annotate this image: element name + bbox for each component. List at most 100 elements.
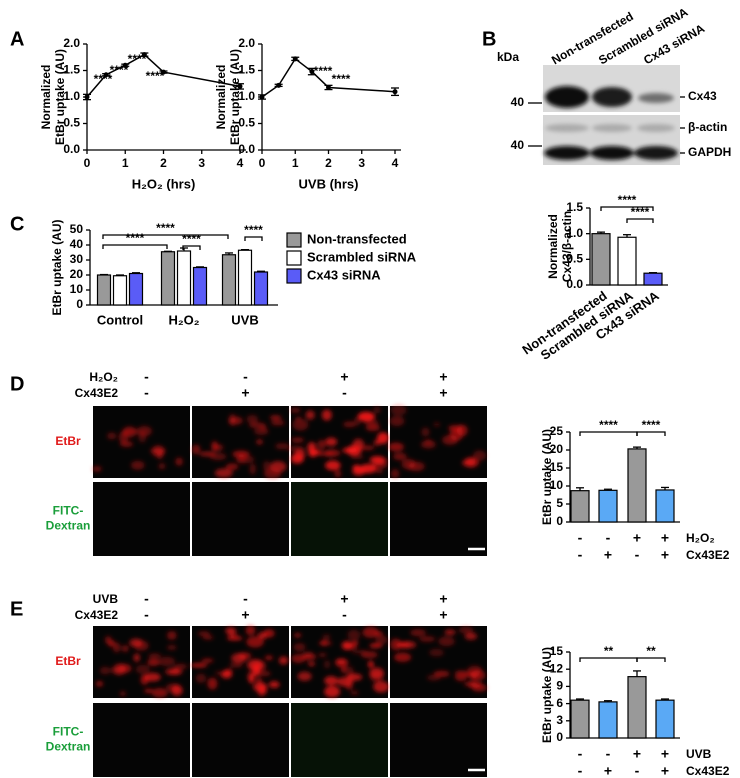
error-bar bbox=[661, 698, 669, 701]
bar bbox=[128, 272, 144, 306]
y-tick-label: 12 bbox=[550, 661, 564, 675]
condition-sign: - bbox=[144, 591, 149, 607]
cell bbox=[438, 636, 455, 647]
y-axis-label: EtBr uptake (AU) bbox=[540, 647, 554, 743]
y-tick-label: 0.0 bbox=[566, 277, 583, 291]
cell bbox=[248, 422, 266, 429]
band bbox=[592, 124, 632, 132]
condition-name: H₂O₂ bbox=[89, 370, 118, 384]
panel-label: A bbox=[10, 28, 24, 50]
cell bbox=[195, 673, 207, 684]
row-label: EtBr bbox=[55, 434, 81, 448]
cell bbox=[373, 406, 381, 414]
condition-name: H₂O₂ bbox=[686, 531, 715, 545]
cell bbox=[231, 653, 247, 664]
cell bbox=[318, 652, 327, 658]
error-bar bbox=[604, 700, 612, 702]
bar bbox=[237, 249, 253, 306]
cell bbox=[254, 427, 269, 436]
cell bbox=[324, 660, 331, 669]
cell bbox=[122, 426, 137, 438]
cell bbox=[352, 466, 365, 476]
cell bbox=[269, 415, 282, 420]
cell bbox=[291, 437, 305, 443]
cell bbox=[454, 671, 467, 682]
x-tick-label: 4 bbox=[237, 156, 244, 170]
condition-sign: + bbox=[439, 369, 447, 385]
band bbox=[545, 86, 589, 108]
cell bbox=[302, 651, 314, 658]
cell bbox=[225, 627, 237, 635]
cell bbox=[410, 628, 426, 637]
cell bbox=[307, 661, 316, 667]
y-tick-label: 30 bbox=[70, 252, 84, 266]
y-tick-label: 10 bbox=[550, 478, 564, 492]
condition-sign: - bbox=[342, 607, 347, 623]
y-tick-label: 25 bbox=[550, 424, 564, 438]
x-tick-label: 2 bbox=[160, 156, 167, 170]
marker-label: 40 bbox=[511, 95, 525, 109]
cell bbox=[341, 641, 353, 650]
cell bbox=[95, 680, 104, 687]
y-tick-label: 20 bbox=[70, 267, 84, 281]
y-tick-label: 1.5 bbox=[63, 63, 80, 77]
cell bbox=[164, 668, 183, 676]
point bbox=[141, 52, 147, 58]
condition-sign: + bbox=[661, 530, 669, 546]
x-tick-label: 1 bbox=[122, 156, 129, 170]
cell bbox=[202, 635, 214, 640]
line bbox=[261, 57, 396, 98]
cell bbox=[166, 630, 177, 640]
faint-signal bbox=[291, 482, 388, 556]
micrograph bbox=[291, 482, 388, 556]
error-bar bbox=[633, 446, 641, 449]
cells bbox=[191, 413, 290, 479]
cell bbox=[166, 645, 177, 651]
cell bbox=[175, 457, 183, 466]
x-tick-label: 1 bbox=[292, 156, 299, 170]
blot bbox=[528, 65, 685, 165]
y-tick-label: 0.5 bbox=[238, 116, 255, 130]
micrograph bbox=[390, 703, 487, 777]
panel-label: D bbox=[10, 373, 24, 395]
band bbox=[545, 124, 589, 132]
y-axis-label: EtBr uptake (AU) bbox=[53, 49, 67, 145]
significance-label: **** bbox=[599, 418, 618, 432]
band bbox=[592, 87, 632, 107]
y-tick-label: 15 bbox=[550, 644, 564, 658]
condition-name: UVB bbox=[93, 592, 119, 606]
condition-sign: + bbox=[439, 385, 447, 401]
panel-label: C bbox=[10, 213, 24, 235]
significance-bracket bbox=[579, 657, 638, 662]
cell bbox=[324, 675, 338, 686]
condition-name: UVB bbox=[686, 747, 712, 761]
band-label: Cx43 bbox=[688, 89, 717, 103]
y-tick-label: 1.5 bbox=[566, 200, 583, 214]
cell bbox=[151, 445, 165, 457]
condition-sign: - bbox=[342, 385, 347, 401]
panel-label: B bbox=[482, 28, 496, 50]
bar bbox=[655, 699, 675, 739]
legend-swatch bbox=[286, 250, 302, 266]
bar bbox=[627, 448, 647, 523]
micrograph bbox=[192, 482, 289, 556]
error-bar bbox=[180, 247, 188, 251]
cell bbox=[392, 452, 407, 461]
cell bbox=[92, 466, 102, 472]
cell bbox=[317, 439, 326, 450]
cell bbox=[393, 652, 412, 662]
cell bbox=[255, 678, 263, 684]
cell bbox=[334, 469, 342, 478]
significance-bracket bbox=[636, 657, 666, 662]
error-bar bbox=[633, 670, 641, 677]
cell bbox=[135, 664, 150, 675]
bar bbox=[598, 489, 618, 523]
cell bbox=[358, 412, 376, 421]
y-tick-label: 20 bbox=[550, 442, 564, 456]
micrograph bbox=[93, 703, 190, 777]
bar bbox=[655, 489, 675, 523]
point bbox=[276, 82, 282, 88]
significance-label: **** bbox=[642, 418, 661, 432]
row-label: Dextran bbox=[46, 740, 91, 754]
